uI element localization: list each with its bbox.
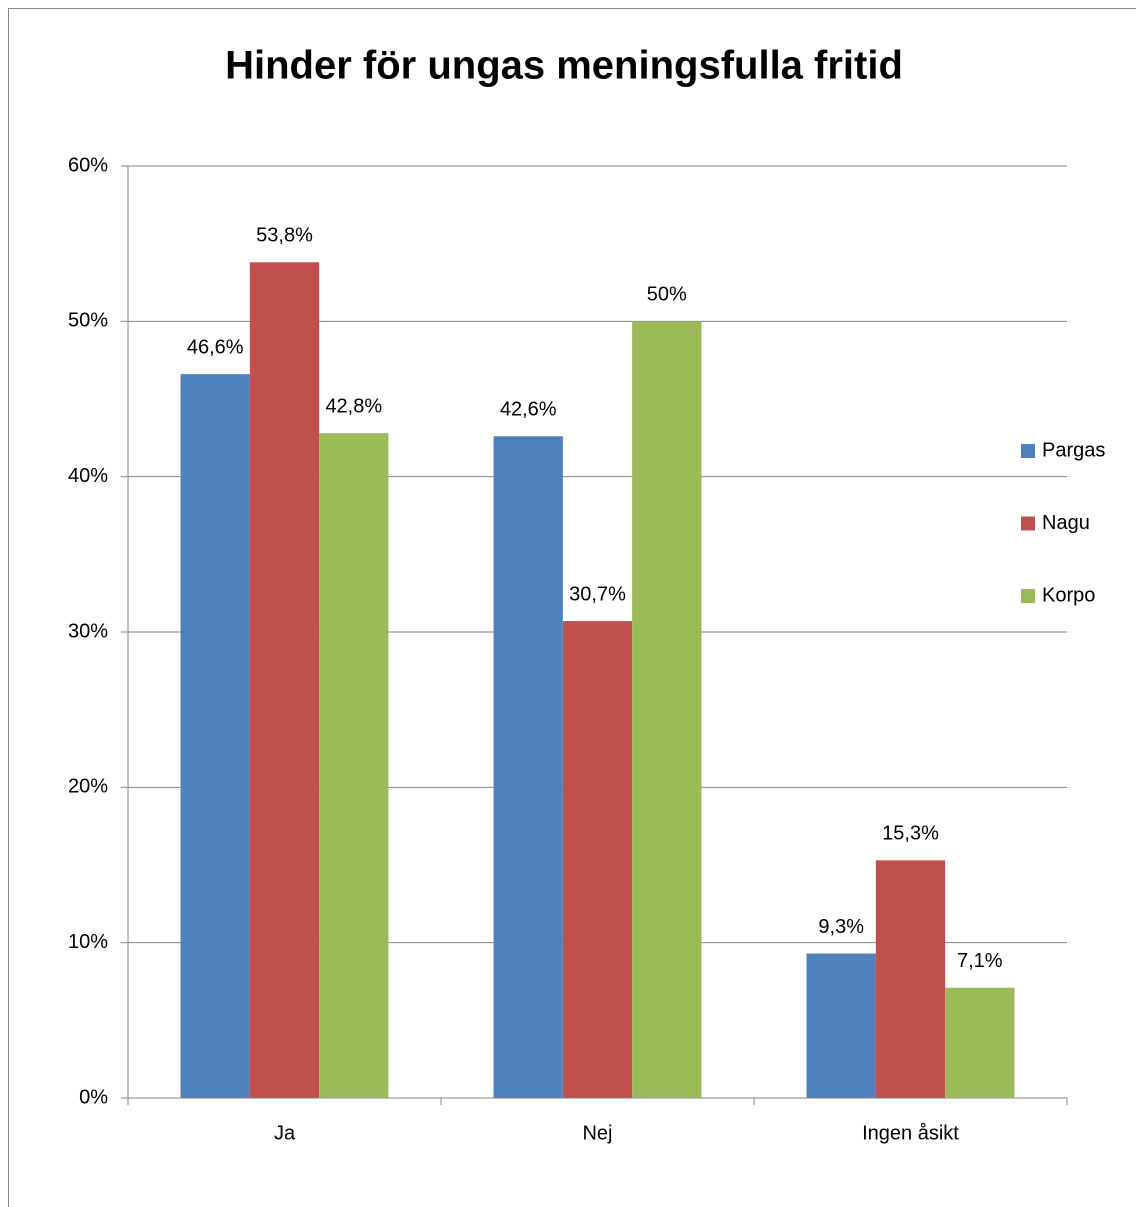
value-label: 46,6%: [187, 336, 244, 358]
bar: [319, 433, 389, 1098]
bar: [493, 436, 563, 1098]
value-label: 50%: [647, 284, 687, 306]
value-label: 42,6%: [500, 399, 557, 421]
y-tick-label: 10%: [68, 931, 108, 953]
bar: [632, 321, 702, 1098]
bar: [180, 374, 250, 1098]
value-label: 42,8%: [325, 395, 382, 417]
bar: [945, 987, 1015, 1098]
legend-swatch: [1021, 516, 1035, 531]
chart-title: Hinder för ungas meningsfulla fritid: [225, 44, 903, 88]
legend-label: Nagu: [1042, 512, 1090, 534]
value-label: 7,1%: [957, 950, 1003, 972]
value-label: 9,3%: [818, 916, 864, 938]
x-tick-label: Ingen åsikt: [862, 1122, 959, 1144]
value-label: 30,7%: [569, 583, 626, 605]
bar: [875, 860, 946, 1098]
y-tick-label: 60%: [68, 154, 108, 176]
legend-swatch: [1021, 589, 1035, 603]
y-tick-label: 0%: [79, 1086, 108, 1108]
y-tick-label: 30%: [68, 620, 108, 642]
value-label: 15,3%: [882, 823, 939, 845]
y-tick-label: 40%: [68, 465, 108, 487]
bar: [562, 621, 633, 1098]
x-tick-label: Ja: [274, 1122, 296, 1144]
bar: [806, 953, 876, 1098]
x-tick-label: Nej: [582, 1122, 612, 1144]
y-tick-label: 50%: [68, 310, 108, 332]
legend-label: Pargas: [1042, 439, 1105, 461]
value-label: 53,8%: [256, 225, 313, 247]
y-tick-label: 20%: [68, 776, 108, 798]
bar: [249, 262, 320, 1099]
legend-swatch: [1021, 444, 1035, 458]
legend-label: Korpo: [1042, 584, 1095, 606]
